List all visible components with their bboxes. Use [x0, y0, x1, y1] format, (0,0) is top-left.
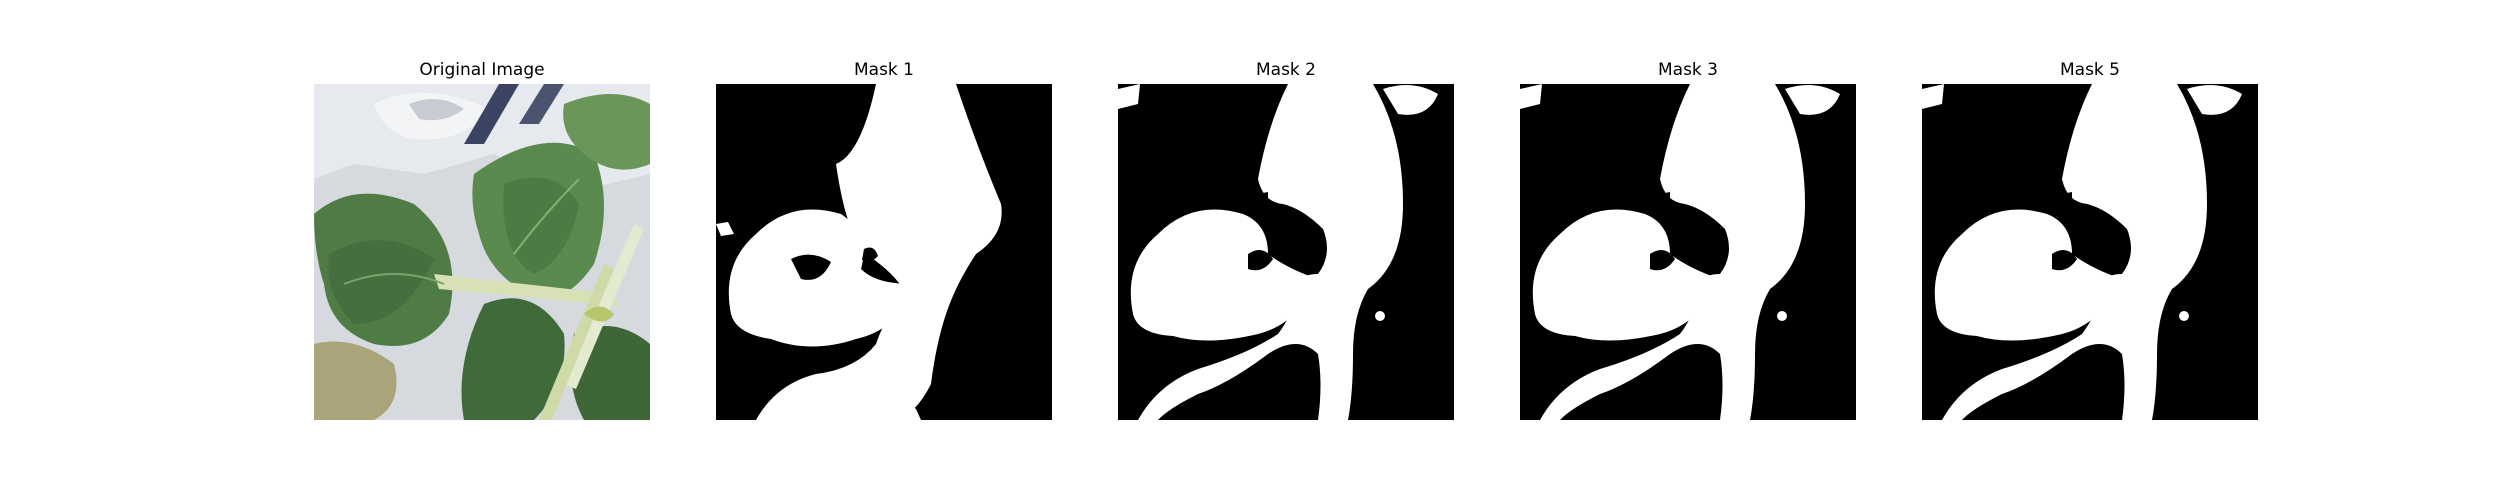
mask-3-panel: Mask 3: [1520, 60, 1856, 420]
panel-title: Mask 5: [2059, 60, 2120, 80]
original-image-panel: Original Image: [314, 60, 650, 420]
panel-title: Mask 1: [853, 60, 914, 80]
panel-title: Mask 3: [1657, 60, 1718, 80]
panel-title: Original Image: [419, 60, 545, 80]
mask-5-panel: Mask 5: [1922, 60, 2258, 420]
mask-1-image: [716, 84, 1052, 420]
original-photo: [314, 84, 650, 420]
mask-2-image: [1118, 84, 1454, 420]
mask-2-panel: Mask 2: [1118, 60, 1454, 420]
panel-title: Mask 2: [1255, 60, 1316, 80]
mask-3-image: [1520, 84, 1856, 420]
mask-5-image: [1922, 84, 2258, 420]
mask-1-panel: Mask 1: [716, 60, 1052, 420]
